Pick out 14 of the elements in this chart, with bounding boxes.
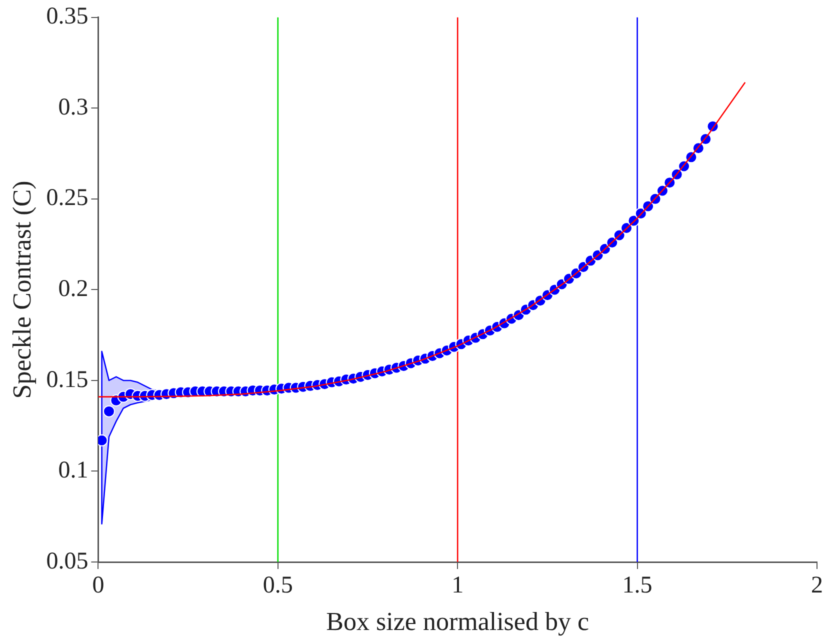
x-axis-title: Box size normalised by c xyxy=(326,607,590,636)
x-tick-label: 1 xyxy=(452,572,464,599)
x-tick-label: 0 xyxy=(92,572,104,599)
y-tick-label: 0.35 xyxy=(46,4,88,30)
y-axis-title: Speckle Contrast (C) xyxy=(7,180,36,399)
y-tick-label: 0.05 xyxy=(46,548,88,574)
y-tick-label: 0.3 xyxy=(58,94,88,120)
y-tick-label: 0.2 xyxy=(58,276,88,302)
x-tick-label: 0.5 xyxy=(262,572,293,599)
x-tick-label: 1.5 xyxy=(622,572,652,599)
y-tick-label: 0.25 xyxy=(46,185,88,212)
y-tick-label: 0.1 xyxy=(58,458,88,484)
x-tick-label: 2 xyxy=(811,572,823,599)
y-tick-label: 0.15 xyxy=(46,366,88,393)
